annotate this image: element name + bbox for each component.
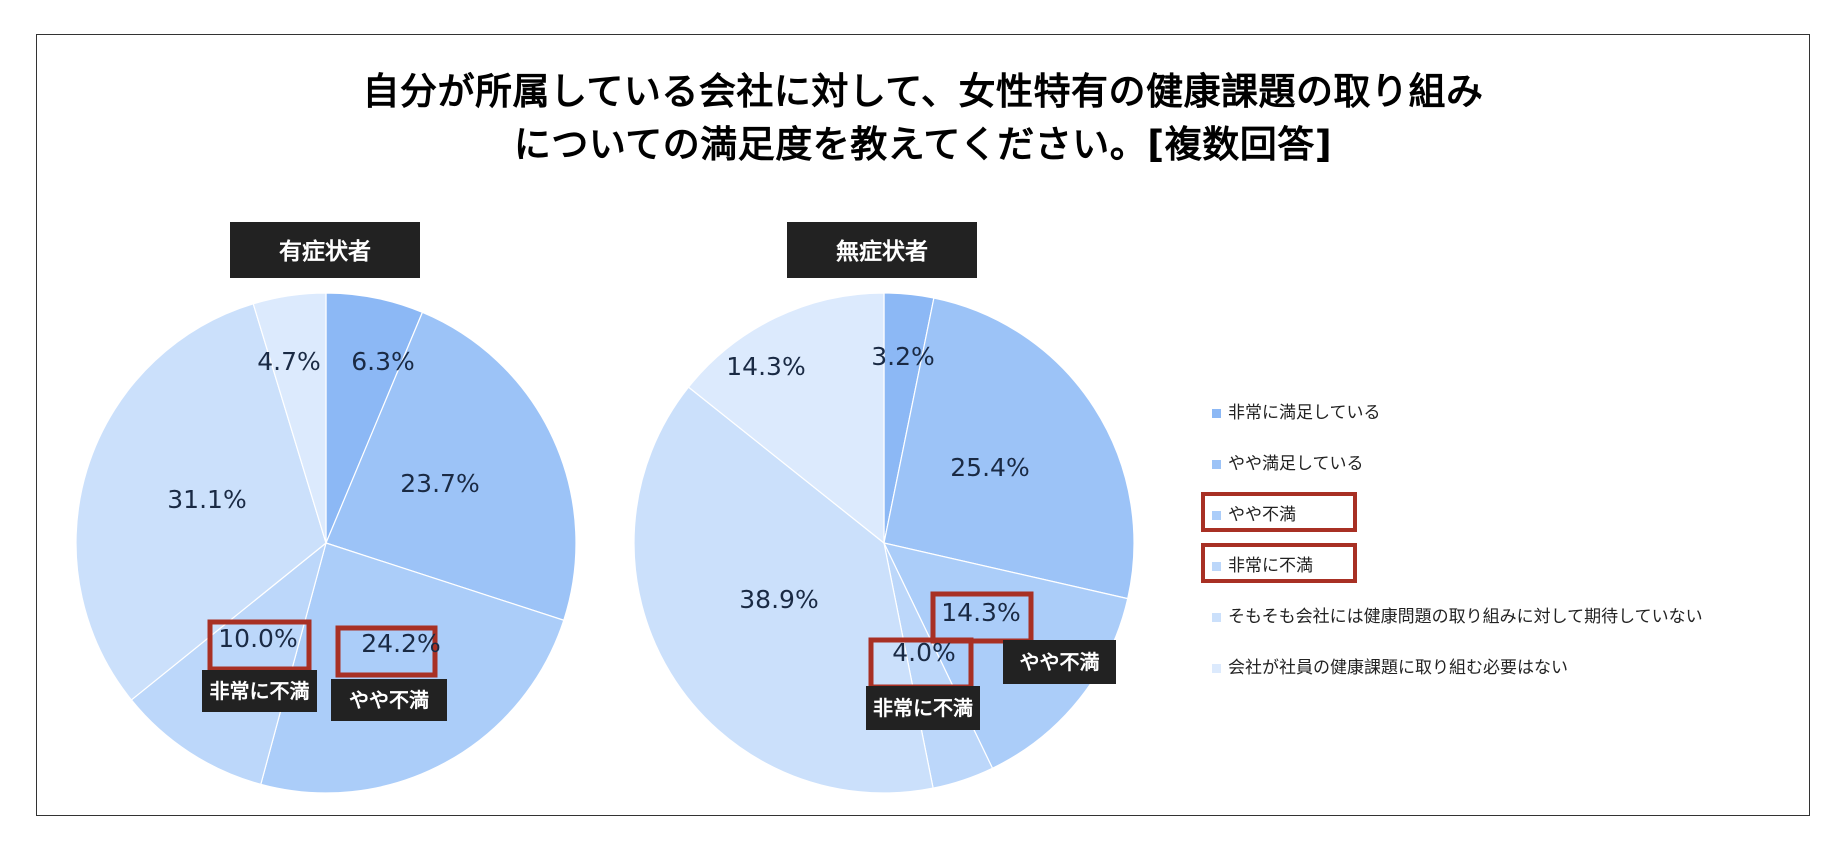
legend-item-label: やや満足している (1228, 454, 1364, 474)
chart-title: 自分が所属している会社に対して、女性特有の健康課題の取り組み についての満足度を… (37, 65, 1809, 171)
pie-slice (687, 292, 885, 545)
pie-slice (633, 386, 934, 794)
pie-data-label: 25.4% (950, 453, 1029, 482)
callout-highlight-box (335, 625, 438, 678)
pie-title: 有症状者 (279, 238, 371, 265)
callout-label: 非常に不満 (210, 679, 310, 703)
pie-data-label: 10.0% (218, 624, 297, 653)
pie-data-label: 24.2% (361, 629, 440, 658)
callout-highlight-box (930, 591, 1034, 644)
pie-data-label: 23.7% (400, 469, 479, 498)
pie-slice (883, 297, 1135, 600)
pie-data-label: 14.3% (941, 598, 1020, 627)
legend-swatch (1212, 511, 1221, 520)
pie-title-box (230, 222, 420, 278)
pie-slice (75, 303, 327, 701)
pie-data-label: 4.7% (257, 347, 321, 376)
pie-data-label: 4.0% (892, 638, 956, 667)
pie-slice (325, 311, 577, 622)
pie-slice (252, 292, 327, 544)
pie-data-label: 6.3% (351, 347, 415, 376)
callout-highlight-box (207, 619, 312, 672)
legend-swatch (1212, 613, 1221, 622)
pie-slice (260, 542, 565, 794)
callout-label-box (866, 686, 980, 730)
pie-data-label: 38.9% (739, 585, 818, 614)
legend-highlight-box (1201, 492, 1357, 532)
pie-title: 無症状者 (836, 238, 928, 265)
legend-swatch (1212, 409, 1221, 418)
chart-title-line-1: 自分が所属している会社に対して、女性特有の健康課題の取り組み (362, 70, 1484, 113)
callout-label-box (202, 670, 317, 712)
pie-title-box (787, 222, 977, 278)
legend-highlight-box (1201, 543, 1357, 583)
legend-item-label: そもそも会社には健康問題の取り組みに対して期待していない (1228, 607, 1703, 627)
pie-data-label: 3.2% (871, 342, 935, 371)
legend-item-label: 非常に満足している (1228, 403, 1381, 423)
legend-item-label: やや不満 (1228, 505, 1296, 525)
legend-swatch (1212, 562, 1221, 571)
callout-label: 非常に不満 (873, 696, 973, 720)
legend-swatch (1212, 460, 1221, 469)
legend-item-label: 非常に不満 (1228, 556, 1313, 576)
pie-slice (130, 541, 328, 786)
callout-label-box (331, 679, 447, 721)
pie-data-label: 31.1% (167, 485, 246, 514)
callout-label: やや不満 (1020, 650, 1100, 674)
legend-item-label: 会社が社員の健康課題に取り組む必要はない (1228, 658, 1568, 678)
callout-label: やや不満 (349, 688, 429, 712)
chart-title-line-2: についての満足度を教えてください。[複数回答] (513, 123, 1333, 166)
callout-label-box (1003, 640, 1116, 684)
legend-swatch (1212, 664, 1221, 673)
pie-data-label: 14.3% (726, 352, 805, 381)
